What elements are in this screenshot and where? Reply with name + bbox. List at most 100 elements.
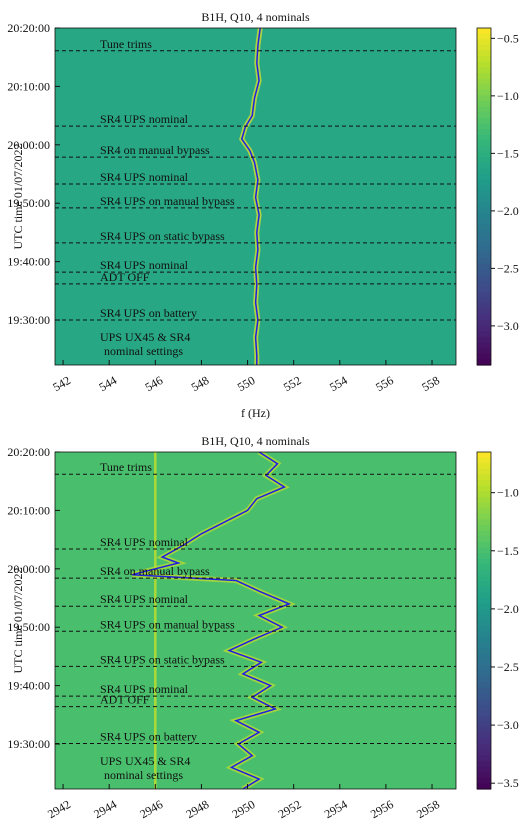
colorbar-cell bbox=[477, 766, 491, 773]
colorbar-cell bbox=[477, 738, 491, 745]
colorbar-cell bbox=[477, 699, 491, 706]
colorbar-tick-label: −3.0 bbox=[497, 718, 519, 732]
colorbar-tick-label: −1.0 bbox=[497, 89, 519, 103]
colorbar-cell bbox=[477, 536, 491, 543]
colorbar-cell bbox=[477, 704, 491, 711]
colorbar-tick-label: −2.5 bbox=[497, 261, 519, 275]
colorbar-cell bbox=[477, 308, 491, 316]
plot-frame bbox=[54, 451, 457, 790]
x-tick-label: 2944 bbox=[91, 797, 119, 821]
colorbar-cell bbox=[477, 508, 491, 515]
event-label: SR4 on manual bypass bbox=[100, 564, 210, 578]
colorbar-cell bbox=[477, 744, 491, 751]
colorbar-cell bbox=[477, 659, 491, 667]
y-tick-label: 19:30:00 bbox=[7, 313, 50, 327]
colorbar-cell bbox=[477, 519, 491, 526]
colorbar-cell bbox=[477, 50, 491, 57]
event-label: SR4 UPS nominal bbox=[100, 592, 189, 606]
colorbar-cell bbox=[477, 44, 491, 52]
x-axis-label: f (Hz) bbox=[241, 406, 270, 420]
colorbar-cell bbox=[477, 586, 491, 594]
colorbar-cell bbox=[477, 732, 491, 740]
y-tick-label: 19:50:00 bbox=[7, 620, 50, 634]
colorbar-cell bbox=[477, 174, 491, 181]
colorbar-cell bbox=[477, 275, 491, 282]
colorbar-cell bbox=[477, 648, 491, 655]
frequency-trace bbox=[240, 28, 261, 365]
colorbar-cell bbox=[477, 106, 491, 113]
event-label: ADT OFF bbox=[100, 693, 150, 707]
colorbar-cell bbox=[477, 202, 491, 209]
colorbar-cell bbox=[477, 117, 491, 125]
x-tick-label: 2950 bbox=[230, 797, 258, 821]
colorbar-cell bbox=[477, 513, 491, 520]
colorbar-cell bbox=[477, 241, 491, 248]
x-tick-label: 548 bbox=[189, 373, 212, 394]
colorbar-cell bbox=[477, 303, 491, 310]
x-tick-label: 558 bbox=[419, 373, 442, 394]
event-label: SR4 UPS nominal bbox=[100, 258, 189, 272]
colorbar-cell bbox=[477, 715, 491, 723]
colorbar-cell bbox=[477, 247, 491, 254]
note: UPS UX45 & SR4 bbox=[100, 330, 190, 344]
y-tick-label: 19:40:00 bbox=[7, 679, 50, 693]
colorbar-cell bbox=[477, 631, 491, 638]
chart-title: B1H, Q10, 4 nominals bbox=[201, 10, 310, 24]
event-label: SR4 UPS on static bypass bbox=[100, 652, 225, 666]
colorbar-tick-label: −1.5 bbox=[497, 544, 519, 558]
colorbar-cell bbox=[477, 84, 491, 91]
colorbar-cell bbox=[477, 463, 491, 470]
colorbar-cell bbox=[477, 496, 491, 504]
colorbar-cell bbox=[477, 592, 491, 599]
note: UPS UX45 & SR4 bbox=[100, 754, 190, 768]
colorbar-cell bbox=[477, 280, 491, 287]
x-tick-label: 544 bbox=[96, 373, 119, 394]
colorbar-cell bbox=[477, 575, 491, 582]
colorbar-cell bbox=[477, 89, 491, 96]
plot-frame bbox=[54, 27, 457, 366]
colorbar-cell bbox=[477, 151, 491, 158]
colorbar-cell bbox=[477, 269, 491, 276]
colorbar-cell bbox=[477, 353, 491, 360]
colorbar-tick-label: −1.5 bbox=[497, 146, 519, 160]
colorbar-cell bbox=[477, 185, 491, 192]
colorbar-cell bbox=[477, 485, 491, 492]
colorbar-cell bbox=[477, 61, 491, 68]
colorbar-cell bbox=[477, 230, 491, 237]
colorbar-cell bbox=[477, 123, 491, 130]
colorbar-cell bbox=[477, 179, 491, 186]
colorbar-cell bbox=[477, 258, 491, 265]
x-tick-label: 556 bbox=[373, 373, 396, 394]
colorbar-cell bbox=[477, 224, 491, 231]
colorbar-cell bbox=[477, 112, 491, 119]
event-label: SR4 on manual bypass bbox=[100, 143, 210, 157]
colorbar-cell bbox=[477, 564, 491, 571]
colorbar-cell bbox=[477, 145, 491, 153]
note: nominal settings bbox=[104, 768, 183, 782]
colorbar-cell bbox=[477, 78, 491, 85]
colorbar-cell bbox=[477, 28, 491, 35]
colorbar-cell bbox=[477, 755, 491, 762]
colorbar-cell bbox=[477, 235, 491, 243]
y-tick-label: 20:00:00 bbox=[7, 562, 50, 576]
panel: Tune trims SR4 UPS nominal SR4 on manual b… bbox=[7, 10, 518, 420]
event-label: ADT OFF bbox=[100, 270, 150, 284]
colorbar-cell bbox=[477, 665, 491, 672]
y-tick-label: 20:10:00 bbox=[7, 503, 50, 517]
colorbar-tick-label: −3.5 bbox=[497, 776, 519, 790]
colorbar-cell bbox=[477, 671, 491, 678]
event-label: SR4 UPS on battery bbox=[100, 729, 197, 743]
colorbar-cell bbox=[477, 749, 491, 756]
colorbar-cell bbox=[477, 603, 491, 610]
colorbar-cell bbox=[477, 72, 491, 80]
x-tick-label: 2942 bbox=[45, 797, 73, 821]
y-tick-label: 19:40:00 bbox=[7, 255, 50, 269]
colorbar-cell bbox=[477, 620, 491, 627]
colorbar-cell bbox=[477, 33, 491, 40]
x-tick-label: 2952 bbox=[276, 797, 304, 821]
colorbar-cell bbox=[477, 777, 491, 784]
event-label: SR4 UPS on battery bbox=[100, 306, 197, 320]
colorbar-cell bbox=[477, 474, 491, 481]
colorbar-frame bbox=[476, 451, 492, 790]
